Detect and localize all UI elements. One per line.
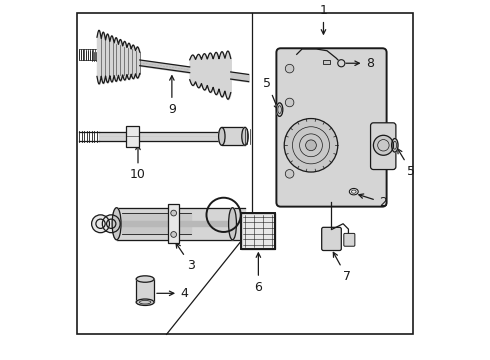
Text: 8: 8 bbox=[344, 57, 374, 70]
Ellipse shape bbox=[219, 127, 225, 145]
Ellipse shape bbox=[229, 208, 237, 240]
Text: 7: 7 bbox=[333, 252, 351, 283]
FancyBboxPatch shape bbox=[344, 233, 355, 246]
Text: 9: 9 bbox=[168, 76, 176, 116]
Circle shape bbox=[285, 64, 294, 73]
Circle shape bbox=[171, 210, 176, 216]
FancyBboxPatch shape bbox=[370, 123, 396, 170]
Circle shape bbox=[338, 60, 345, 67]
Bar bbox=[168, 204, 179, 243]
Ellipse shape bbox=[136, 299, 154, 305]
FancyBboxPatch shape bbox=[276, 48, 387, 207]
Ellipse shape bbox=[276, 103, 283, 116]
Text: 3: 3 bbox=[176, 243, 196, 273]
Bar bbox=[136, 279, 154, 302]
Bar bbox=[323, 60, 330, 64]
Text: 5: 5 bbox=[264, 77, 278, 109]
Text: 5: 5 bbox=[398, 149, 416, 178]
Text: 10: 10 bbox=[130, 145, 146, 181]
Text: 4: 4 bbox=[157, 287, 189, 300]
Text: 6: 6 bbox=[254, 253, 262, 294]
Circle shape bbox=[92, 215, 109, 233]
Ellipse shape bbox=[242, 127, 248, 145]
Bar bbox=[77, 13, 413, 334]
Bar bbox=[126, 126, 139, 147]
Text: 1: 1 bbox=[319, 4, 327, 34]
Bar bbox=[242, 213, 275, 249]
Ellipse shape bbox=[349, 188, 358, 195]
Circle shape bbox=[285, 98, 294, 107]
Bar bbox=[242, 213, 275, 249]
Circle shape bbox=[284, 118, 338, 172]
Ellipse shape bbox=[112, 208, 121, 240]
FancyBboxPatch shape bbox=[322, 227, 342, 251]
Circle shape bbox=[102, 215, 120, 233]
Circle shape bbox=[285, 170, 294, 178]
Circle shape bbox=[171, 231, 176, 237]
Text: 2: 2 bbox=[359, 194, 387, 209]
Circle shape bbox=[373, 135, 393, 155]
Ellipse shape bbox=[136, 276, 154, 282]
Circle shape bbox=[306, 140, 317, 150]
Ellipse shape bbox=[392, 139, 398, 152]
